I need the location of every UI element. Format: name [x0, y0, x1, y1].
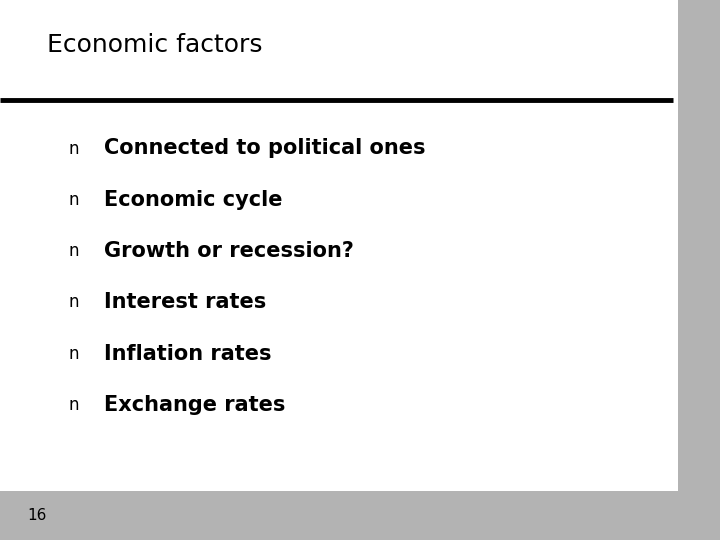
Text: n: n	[68, 293, 79, 312]
Text: Growth or recession?: Growth or recession?	[104, 241, 354, 261]
Bar	[0, 491, 720, 540]
Text: n: n	[68, 191, 79, 209]
Text: Inflation rates: Inflation rates	[104, 343, 272, 364]
Text: n: n	[68, 396, 79, 414]
Text: 16: 16	[27, 508, 47, 523]
Text: Exchange rates: Exchange rates	[104, 395, 286, 415]
Text: Interest rates: Interest rates	[104, 292, 266, 313]
Text: n: n	[68, 242, 79, 260]
Bar	[678, 0, 720, 540]
Text: Economic factors: Economic factors	[47, 33, 262, 57]
Text: Connected to political ones: Connected to political ones	[104, 138, 426, 159]
Text: Economic cycle: Economic cycle	[104, 190, 283, 210]
Text: n: n	[68, 139, 79, 158]
Text: n: n	[68, 345, 79, 363]
